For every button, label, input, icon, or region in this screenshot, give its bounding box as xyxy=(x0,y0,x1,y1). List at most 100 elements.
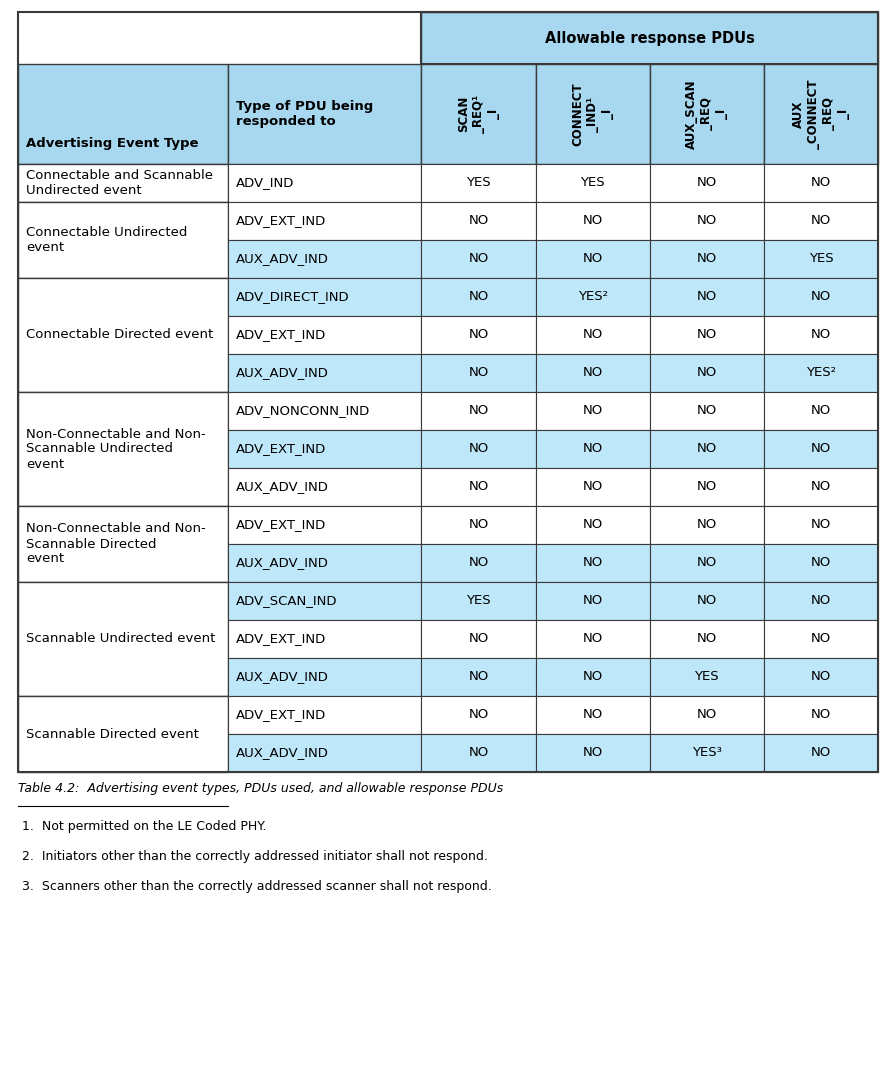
Text: CONNECT
_IND¹
_I: CONNECT _IND¹ _I xyxy=(570,82,613,146)
Text: NO: NO xyxy=(468,671,488,684)
Text: NO: NO xyxy=(810,177,831,190)
Text: Non-Connectable and Non-
Scannable Directed
event: Non-Connectable and Non- Scannable Direc… xyxy=(26,523,206,566)
Bar xyxy=(649,354,763,392)
Bar xyxy=(535,430,649,468)
Bar xyxy=(18,12,421,64)
Text: Non-Connectable and Non-
Scannable Undirected
event: Non-Connectable and Non- Scannable Undir… xyxy=(26,427,206,471)
Text: NO: NO xyxy=(468,519,488,531)
Text: 3.  Scanners other than the correctly addressed scanner shall not respond.: 3. Scanners other than the correctly add… xyxy=(22,880,491,892)
Text: Advertising Event Type: Advertising Event Type xyxy=(26,137,198,150)
Text: NO: NO xyxy=(696,519,716,531)
Bar xyxy=(535,164,649,202)
Bar xyxy=(228,544,421,581)
Bar xyxy=(763,202,877,240)
Bar xyxy=(649,581,763,620)
Text: NO: NO xyxy=(810,671,831,684)
Text: ADV_SCAN_IND: ADV_SCAN_IND xyxy=(236,594,337,607)
Text: 1.  Not permitted on the LE Coded PHY.: 1. Not permitted on the LE Coded PHY. xyxy=(22,820,266,833)
Text: NO: NO xyxy=(582,442,602,456)
Bar xyxy=(228,354,421,392)
Bar xyxy=(649,620,763,658)
Bar xyxy=(649,468,763,506)
Text: NO: NO xyxy=(810,708,831,721)
Bar xyxy=(228,468,421,506)
Bar xyxy=(421,354,535,392)
Bar xyxy=(228,506,421,544)
Text: NO: NO xyxy=(582,708,602,721)
Bar xyxy=(421,64,535,164)
Bar xyxy=(535,202,649,240)
Bar xyxy=(18,581,228,697)
Bar xyxy=(649,64,763,164)
Bar xyxy=(228,240,421,278)
Bar xyxy=(18,392,228,506)
Text: YES: YES xyxy=(466,177,490,190)
Text: ADV_EXT_IND: ADV_EXT_IND xyxy=(236,708,326,721)
Bar xyxy=(763,316,877,354)
Bar xyxy=(421,278,535,316)
Bar xyxy=(18,697,228,772)
Bar xyxy=(228,581,421,620)
Bar xyxy=(421,240,535,278)
Text: NO: NO xyxy=(696,252,716,265)
Text: YES: YES xyxy=(807,252,832,265)
Bar xyxy=(421,430,535,468)
Text: SCAN
_REQ¹
_I: SCAN _REQ¹ _I xyxy=(457,95,500,133)
Text: NO: NO xyxy=(810,291,831,304)
Text: Scannable Directed event: Scannable Directed event xyxy=(26,727,198,740)
Text: 2.  Initiators other than the correctly addressed initiator shall not respond.: 2. Initiators other than the correctly a… xyxy=(22,850,487,863)
Bar xyxy=(18,506,228,581)
Bar xyxy=(535,620,649,658)
Text: NO: NO xyxy=(468,708,488,721)
Bar xyxy=(535,64,649,164)
Text: NO: NO xyxy=(810,442,831,456)
Bar xyxy=(763,278,877,316)
Bar xyxy=(535,734,649,772)
Bar xyxy=(649,734,763,772)
Text: NO: NO xyxy=(582,557,602,570)
Text: NO: NO xyxy=(696,214,716,228)
Text: YES: YES xyxy=(694,671,718,684)
Text: NO: NO xyxy=(696,442,716,456)
Text: NO: NO xyxy=(696,633,716,645)
Bar xyxy=(763,544,877,581)
Text: NO: NO xyxy=(810,214,831,228)
Text: ADV_IND: ADV_IND xyxy=(236,177,294,190)
Text: NO: NO xyxy=(582,366,602,379)
Text: ADV_EXT_IND: ADV_EXT_IND xyxy=(236,328,326,342)
Bar xyxy=(228,64,421,164)
Text: NO: NO xyxy=(582,328,602,342)
Text: NO: NO xyxy=(468,633,488,645)
Text: NO: NO xyxy=(810,405,831,417)
Bar xyxy=(649,278,763,316)
Bar xyxy=(535,697,649,734)
Bar xyxy=(421,544,535,581)
Text: Connectable and Scannable
Undirected event: Connectable and Scannable Undirected eve… xyxy=(26,169,213,197)
Text: NO: NO xyxy=(810,519,831,531)
Bar xyxy=(763,430,877,468)
Bar xyxy=(228,658,421,697)
Text: NO: NO xyxy=(582,747,602,759)
Bar xyxy=(421,581,535,620)
Bar xyxy=(649,697,763,734)
Bar xyxy=(649,164,763,202)
Bar xyxy=(763,658,877,697)
Bar xyxy=(228,392,421,430)
Bar xyxy=(421,202,535,240)
Text: NO: NO xyxy=(810,594,831,607)
Bar xyxy=(228,164,421,202)
Bar xyxy=(649,240,763,278)
Text: AUX
_CONNECT
_REQ
_I: AUX _CONNECT _REQ _I xyxy=(791,79,849,149)
Bar xyxy=(763,392,877,430)
Text: NO: NO xyxy=(810,747,831,759)
Bar xyxy=(535,468,649,506)
Bar xyxy=(421,164,535,202)
Bar xyxy=(763,64,877,164)
Bar xyxy=(763,620,877,658)
Bar xyxy=(649,430,763,468)
Text: YES³: YES³ xyxy=(691,747,721,759)
Text: ADV_DIRECT_IND: ADV_DIRECT_IND xyxy=(236,291,350,304)
Text: NO: NO xyxy=(468,366,488,379)
Text: NO: NO xyxy=(582,594,602,607)
Text: YES²: YES² xyxy=(805,366,835,379)
